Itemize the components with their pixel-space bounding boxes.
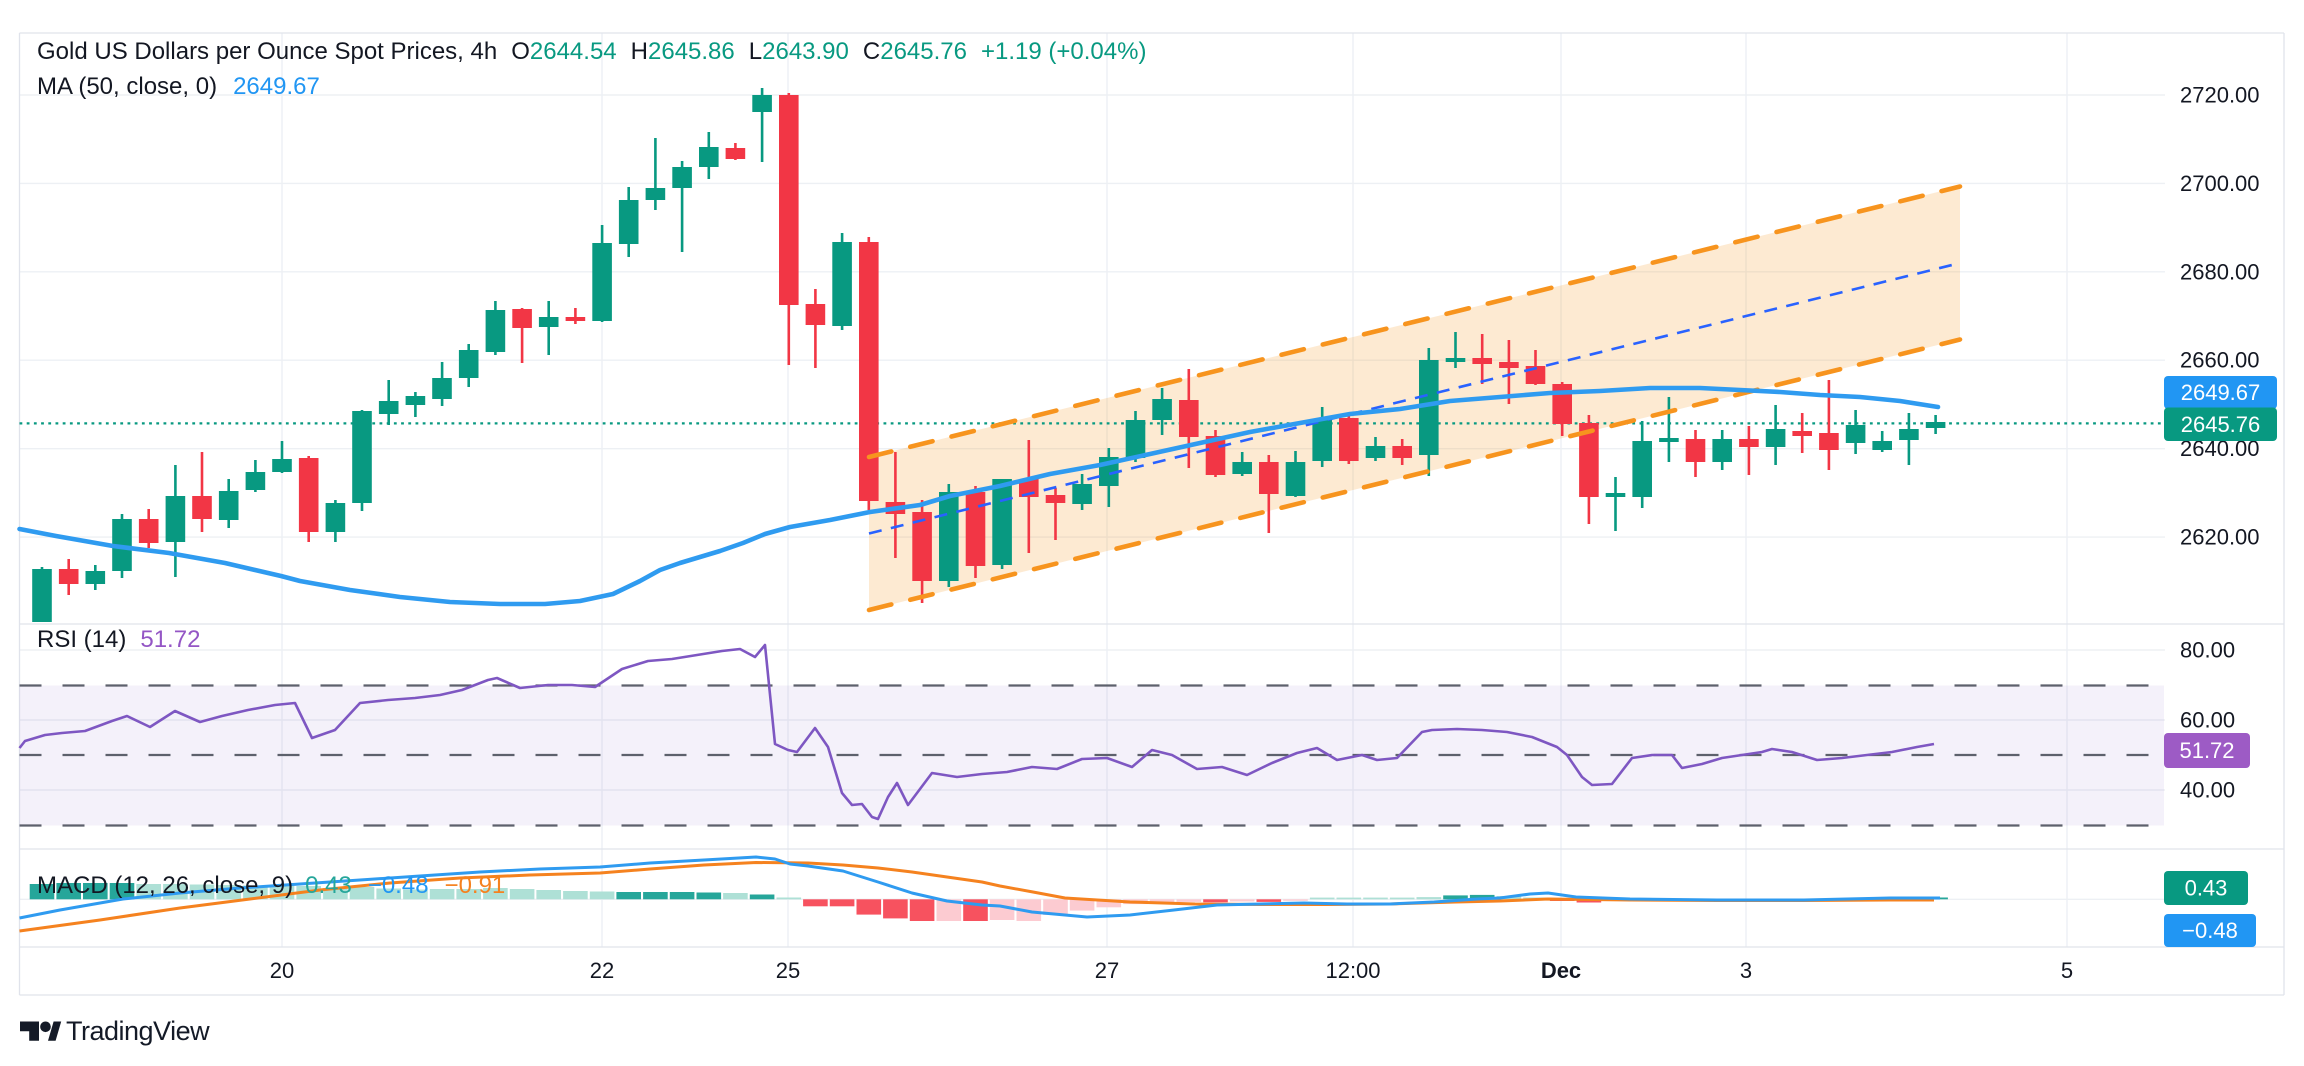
svg-text:22: 22 [590,958,614,983]
svg-text:TradingView: TradingView [66,1016,210,1046]
svg-text:5: 5 [2061,958,2073,983]
svg-text:2645.76: 2645.76 [2181,412,2261,437]
svg-text:2620.00: 2620.00 [2180,525,2260,550]
svg-text:40.00: 40.00 [2180,778,2235,803]
svg-text:3: 3 [1740,958,1752,983]
svg-text:20: 20 [270,958,294,983]
svg-text:−0.48: −0.48 [2182,918,2238,943]
svg-text:27: 27 [1095,958,1119,983]
svg-text:2680.00: 2680.00 [2180,259,2260,284]
svg-text:25: 25 [776,958,800,983]
svg-text:RSI (14)51.72: RSI (14) 51.72 [37,626,200,653]
svg-text:2660.00: 2660.00 [2180,348,2260,373]
svg-text:2649.67: 2649.67 [2181,380,2261,405]
svg-text:MACD (12, 26, close, 9)0.43−0.: MACD (12, 26, close, 9) 0.43 −0.48 −0.91 [37,872,505,899]
svg-text:2720.00: 2720.00 [2180,83,2260,108]
svg-text:12:00: 12:00 [1325,958,1380,983]
svg-text:60.00: 60.00 [2180,708,2235,733]
svg-text:0.43: 0.43 [2185,876,2228,901]
svg-text:MA (50, close, 0)2649.67: MA (50, close, 0) 2649.67 [37,73,320,100]
svg-text:Dec: Dec [1541,958,1581,983]
svg-text:80.00: 80.00 [2180,638,2235,663]
svg-text:Gold US Dollars per Ounce Spot: Gold US Dollars per Ounce Spot Prices, 4… [37,38,1146,65]
svg-text:2700.00: 2700.00 [2180,171,2260,196]
svg-text:51.72: 51.72 [2179,738,2234,763]
